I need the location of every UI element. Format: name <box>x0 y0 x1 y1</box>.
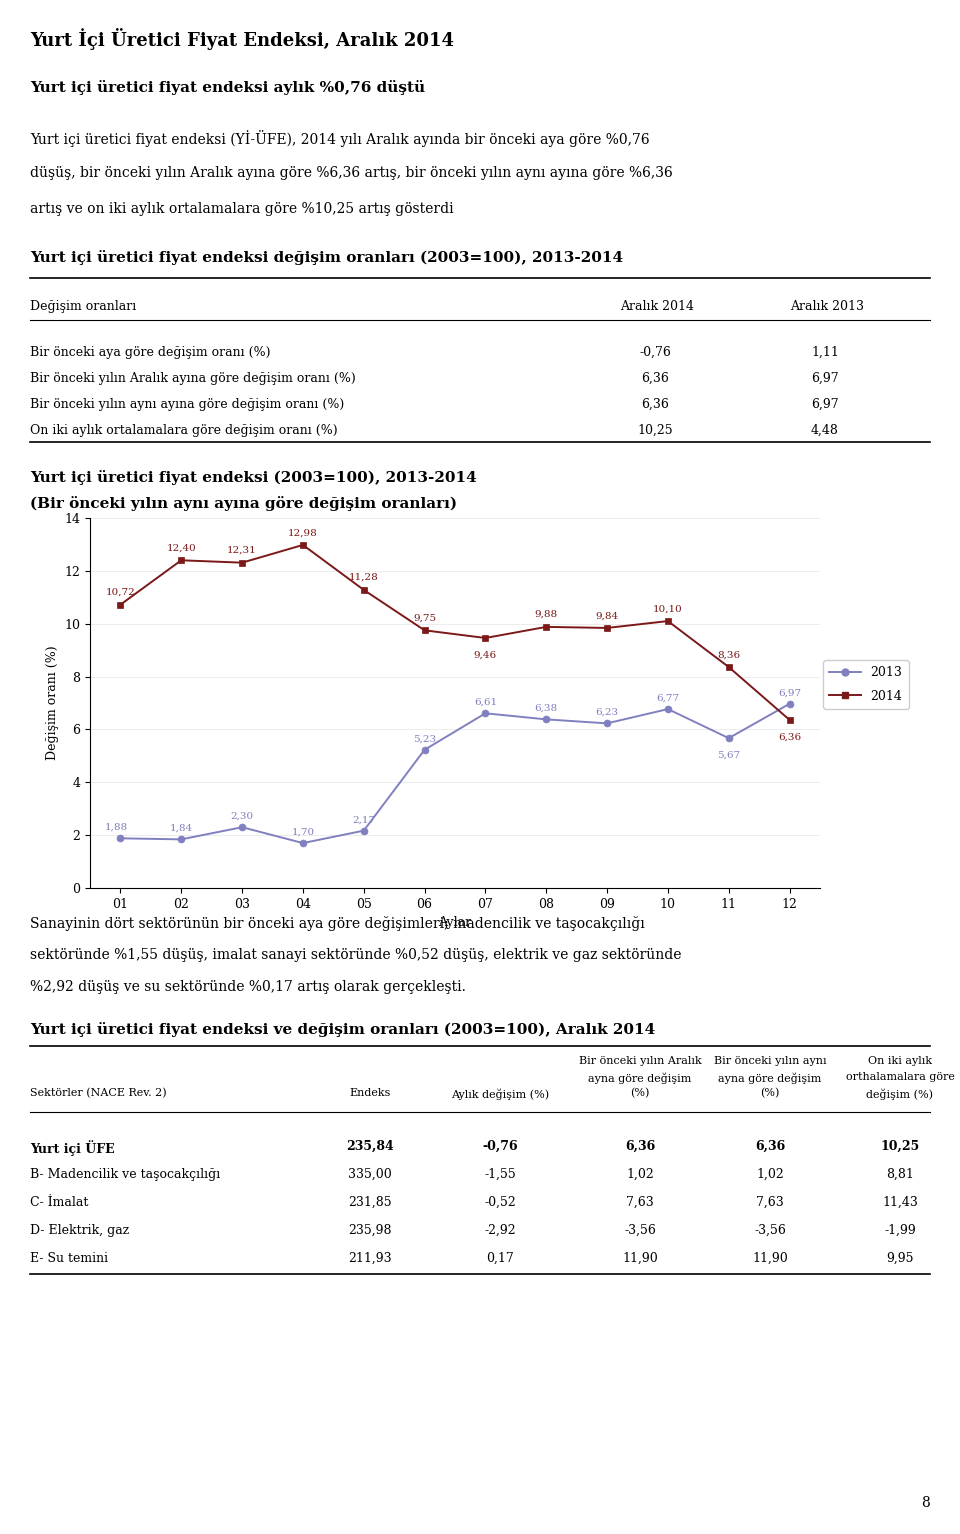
Text: 6,36: 6,36 <box>778 732 802 741</box>
X-axis label: Aylar: Aylar <box>439 916 471 930</box>
Text: 235,98: 235,98 <box>348 1224 392 1236</box>
Text: 6,77: 6,77 <box>657 693 680 703</box>
Text: 6,97: 6,97 <box>811 373 839 385</box>
Text: Yurt içi ÜFE: Yurt içi ÜFE <box>30 1140 114 1157</box>
Text: 211,93: 211,93 <box>348 1252 392 1266</box>
Text: Sektörler (NACE Rev. 2): Sektörler (NACE Rev. 2) <box>30 1088 167 1098</box>
Text: (Bir önceki yılın aynı ayına göre değişim oranları): (Bir önceki yılın aynı ayına göre değişi… <box>30 495 457 511</box>
Text: 11,90: 11,90 <box>622 1252 658 1266</box>
Text: 9,75: 9,75 <box>413 614 436 623</box>
Text: Bir önceki yılın Aralık ayına göre değişim oranı (%): Bir önceki yılın Aralık ayına göre değiş… <box>30 373 356 385</box>
Text: -3,56: -3,56 <box>624 1224 656 1236</box>
Text: 9,95: 9,95 <box>886 1252 914 1266</box>
Text: 2,30: 2,30 <box>230 811 253 821</box>
Text: 6,61: 6,61 <box>474 698 497 707</box>
Text: 1,70: 1,70 <box>291 828 315 836</box>
Text: ayna göre değişim: ayna göre değişim <box>588 1072 692 1083</box>
Text: 12,40: 12,40 <box>166 543 196 552</box>
Text: 7,63: 7,63 <box>626 1197 654 1209</box>
Text: Yurt içi üretici fiyat endeksi (Yİ-ÜFE), 2014 yılı Aralık ayında bir önceki aya : Yurt içi üretici fiyat endeksi (Yİ-ÜFE),… <box>30 130 650 147</box>
Text: B- Madencilik ve taşocakçılığı: B- Madencilik ve taşocakçılığı <box>30 1167 220 1181</box>
Text: Bir önceki yılın aynı ayına göre değişim oranı (%): Bir önceki yılın aynı ayına göre değişim… <box>30 397 345 411</box>
Text: (%): (%) <box>631 1088 650 1098</box>
Text: 10,25: 10,25 <box>637 423 673 437</box>
Text: 4,48: 4,48 <box>811 423 839 437</box>
Text: -1,99: -1,99 <box>884 1224 916 1236</box>
Text: sektöründe %1,55 düşüş, imalat sanayi sektöründe %0,52 düşüş, elektrik ve gaz se: sektöründe %1,55 düşüş, imalat sanayi se… <box>30 948 682 962</box>
Text: Aylık değişim (%): Aylık değişim (%) <box>451 1088 549 1100</box>
Text: 6,97: 6,97 <box>811 397 839 411</box>
Text: Yurt içi üretici fiyat endeksi değişim oranları (2003=100), 2013-2014: Yurt içi üretici fiyat endeksi değişim o… <box>30 250 623 265</box>
Text: 8,81: 8,81 <box>886 1167 914 1181</box>
Text: E- Su temini: E- Su temini <box>30 1252 108 1266</box>
Text: -0,52: -0,52 <box>484 1197 516 1209</box>
Text: 1,88: 1,88 <box>105 822 128 831</box>
Text: (%): (%) <box>760 1088 780 1098</box>
Text: Aralık 2013: Aralık 2013 <box>790 301 864 313</box>
Text: 235,84: 235,84 <box>347 1140 394 1154</box>
Text: 11,28: 11,28 <box>348 574 378 583</box>
Text: Yurt içi üretici fiyat endeksi aylık %0,76 düştü: Yurt içi üretici fiyat endeksi aylık %0,… <box>30 80 425 95</box>
Text: 11,43: 11,43 <box>882 1197 918 1209</box>
Text: %2,92 düşüş ve su sektöründe %0,17 artış olarak gerçekleşti.: %2,92 düşüş ve su sektöründe %0,17 artış… <box>30 980 466 994</box>
Text: 5,23: 5,23 <box>413 735 436 744</box>
Text: C- İmalat: C- İmalat <box>30 1197 88 1209</box>
Text: 10,25: 10,25 <box>880 1140 920 1154</box>
Text: 1,02: 1,02 <box>626 1167 654 1181</box>
Text: düşüş, bir önceki yılın Aralık ayına göre %6,36 artış, bir önceki yılın aynı ayı: düşüş, bir önceki yılın Aralık ayına gör… <box>30 166 673 179</box>
Text: değişim (%): değişim (%) <box>867 1088 933 1100</box>
Legend: 2013, 2014: 2013, 2014 <box>823 660 909 709</box>
Text: 6,36: 6,36 <box>755 1140 785 1154</box>
Text: Endeks: Endeks <box>349 1088 391 1098</box>
Text: 1,02: 1,02 <box>756 1167 784 1181</box>
Text: 1,84: 1,84 <box>170 824 193 833</box>
Text: artış ve on iki aylık ortalamalara göre %10,25 artış gösterdi: artış ve on iki aylık ortalamalara göre … <box>30 202 454 216</box>
Text: orthalamalara göre: orthalamalara göre <box>846 1072 954 1081</box>
Text: 6,38: 6,38 <box>535 704 558 713</box>
Text: Bir önceki yılın Aralık: Bir önceki yılın Aralık <box>579 1055 702 1066</box>
Text: 8,36: 8,36 <box>717 650 740 660</box>
Text: Yurt içi üretici fiyat endeksi ve değişim oranları (2003=100), Aralık 2014: Yurt içi üretici fiyat endeksi ve değişi… <box>30 1022 656 1037</box>
Text: -2,92: -2,92 <box>484 1224 516 1236</box>
Text: 5,67: 5,67 <box>717 750 740 759</box>
Text: D- Elektrik, gaz: D- Elektrik, gaz <box>30 1224 130 1236</box>
Text: 9,46: 9,46 <box>474 650 497 660</box>
Text: 2,17: 2,17 <box>352 815 375 824</box>
Text: 12,31: 12,31 <box>228 546 257 555</box>
Text: Değişim oranları: Değişim oranları <box>30 301 136 313</box>
Text: On iki aylık ortalamalara göre değişim oranı (%): On iki aylık ortalamalara göre değişim o… <box>30 423 338 437</box>
Text: -0,76: -0,76 <box>482 1140 517 1154</box>
Text: ayna göre değişim: ayna göre değişim <box>718 1072 822 1083</box>
Text: 6,23: 6,23 <box>595 709 618 716</box>
Text: 6,97: 6,97 <box>778 689 802 698</box>
Text: On iki aylık: On iki aylık <box>868 1055 932 1066</box>
Text: Aralık 2014: Aralık 2014 <box>620 301 694 313</box>
Text: Bir önceki yılın aynı: Bir önceki yılın aynı <box>713 1055 827 1066</box>
Text: 6,36: 6,36 <box>641 397 669 411</box>
Text: 0,17: 0,17 <box>486 1252 514 1266</box>
Text: -0,76: -0,76 <box>639 347 671 359</box>
Text: 10,10: 10,10 <box>653 604 683 614</box>
Text: 9,84: 9,84 <box>595 611 618 620</box>
Text: 8: 8 <box>922 1496 930 1509</box>
Y-axis label: Değişim oranı (%): Değişim oranı (%) <box>46 646 59 761</box>
Text: Bir önceki aya göre değişim oranı (%): Bir önceki aya göre değişim oranı (%) <box>30 347 271 359</box>
Text: -3,56: -3,56 <box>754 1224 786 1236</box>
Text: 335,00: 335,00 <box>348 1167 392 1181</box>
Text: 6,36: 6,36 <box>625 1140 655 1154</box>
Text: 9,88: 9,88 <box>535 611 558 620</box>
Text: 10,72: 10,72 <box>106 588 135 597</box>
Text: Yurt İçi Üretici Fiyat Endeksi, Aralık 2014: Yurt İçi Üretici Fiyat Endeksi, Aralık 2… <box>30 28 454 51</box>
Text: 11,90: 11,90 <box>752 1252 788 1266</box>
Text: 12,98: 12,98 <box>288 528 318 537</box>
Text: Sanayinin dört sektörünün bir önceki aya göre değişimleri; madencilik ve taşocak: Sanayinin dört sektörünün bir önceki aya… <box>30 916 645 931</box>
Text: -1,55: -1,55 <box>484 1167 516 1181</box>
Text: 6,36: 6,36 <box>641 373 669 385</box>
Text: 7,63: 7,63 <box>756 1197 784 1209</box>
Text: Yurt içi üretici fiyat endeksi (2003=100), 2013-2014: Yurt içi üretici fiyat endeksi (2003=100… <box>30 469 477 485</box>
Text: 1,11: 1,11 <box>811 347 839 359</box>
Text: 231,85: 231,85 <box>348 1197 392 1209</box>
